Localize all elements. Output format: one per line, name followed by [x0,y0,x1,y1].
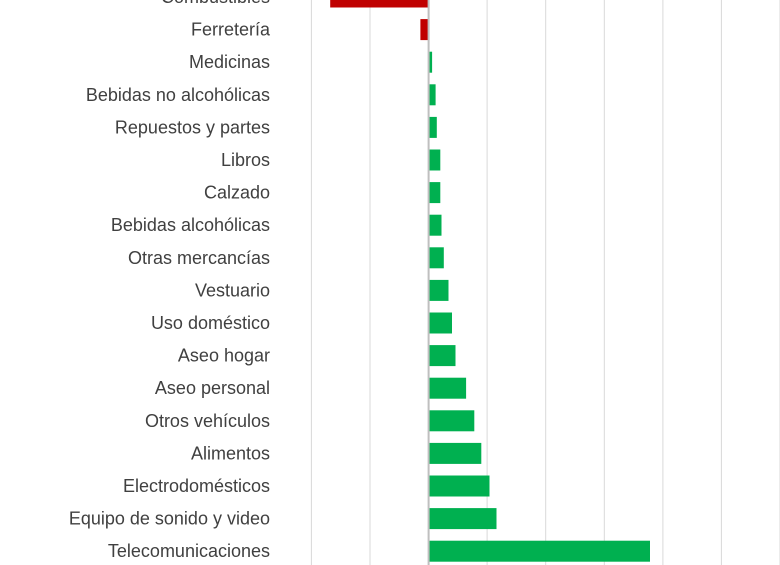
category-label: Equipo de sonido y video [69,509,270,529]
category-label: Bebidas no alcohólicas [86,85,270,105]
category-label: Libros [221,150,270,170]
category-label: Repuestos y partes [115,117,270,137]
bar [428,442,482,464]
category-label: Telecomunicaciones [108,541,270,561]
bar [428,214,442,236]
category-label: Bebidas alcohólicas [111,215,270,235]
bar [428,247,444,269]
category-label: Calzado [204,183,270,203]
category-label: Vestuario [195,280,270,300]
category-label: Aseo hogar [178,346,270,366]
gridlines [310,0,780,565]
bar [428,345,456,367]
bar [428,279,449,301]
bar [428,51,433,73]
category-label: Combustibles [161,0,270,7]
category-label: Uso doméstico [151,313,270,333]
bar [428,475,490,497]
bar [428,377,467,399]
category-label: Aseo personal [155,378,270,398]
bar [330,0,429,8]
bar [428,508,497,530]
bar [420,19,429,41]
bar [428,540,650,562]
bar [428,84,436,106]
category-label: Electrodomésticos [123,476,270,496]
bar [428,116,437,138]
bar [428,410,475,432]
category-label: Medicinas [189,52,270,72]
category-label: Otras mercancías [128,248,270,268]
category-label: Otros vehículos [145,411,270,431]
bar [428,312,452,334]
category-label: Ferretería [191,20,271,40]
bar [428,149,441,171]
bar [428,182,441,204]
category-label: Alimentos [191,443,270,463]
bars [330,0,650,562]
category-labels: Combustibles Ferretería Medicinas Bebidas n… [69,0,271,561]
